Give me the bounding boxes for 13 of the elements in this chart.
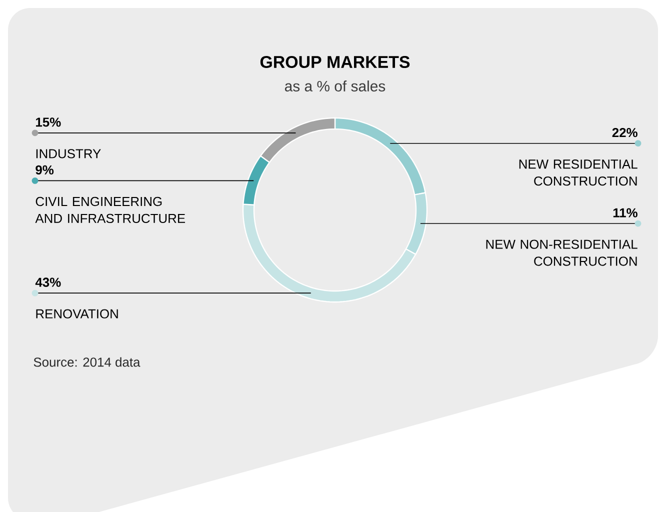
data-label: 9% (36, 165, 54, 174)
legend-label: CIVIL ENGINEERING AND INFRASTRUCTURE (35, 196, 186, 223)
chart-title: GROUP MARKETS (260, 56, 410, 68)
legend-label: NEW RESIDENTIAL CONSTRUCTION (519, 160, 638, 186)
data-label: 22% (612, 128, 638, 138)
legend-label: INDUSTRY (36, 149, 101, 158)
legend-label: NEW NON-RESIDENTIAL CONSTRUCTION (486, 240, 638, 266)
data-label: 43% (35, 278, 61, 287)
legend-label: RENOVATION (36, 309, 118, 318)
data-label: 15% (36, 118, 61, 127)
chart-subtitle: as a % of sales (284, 80, 386, 92)
source-note: Source: 2014 data (34, 357, 140, 367)
data-label: 11% (613, 208, 638, 218)
